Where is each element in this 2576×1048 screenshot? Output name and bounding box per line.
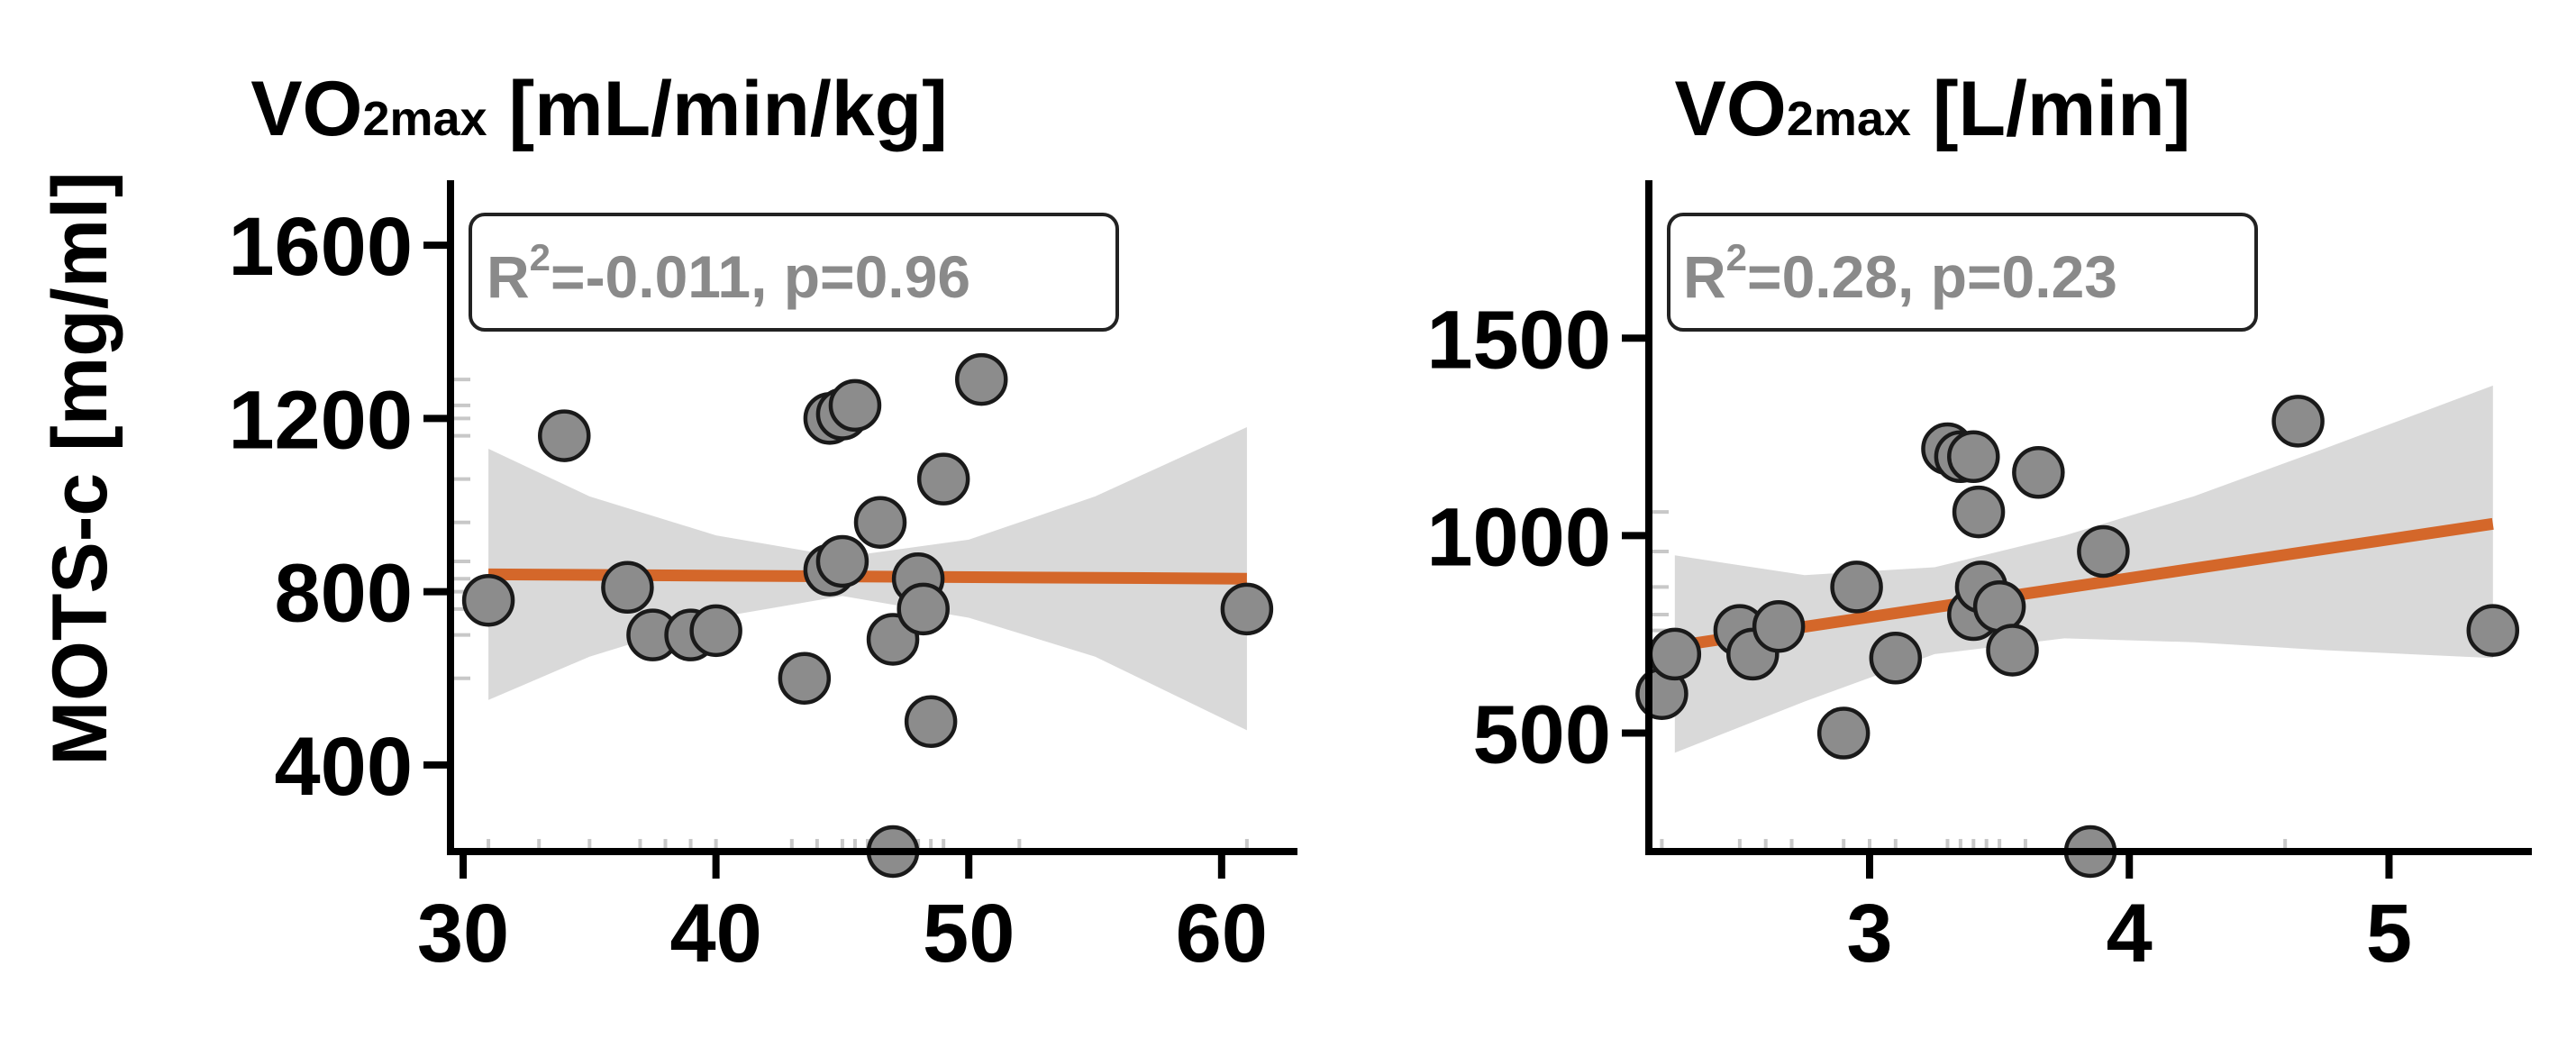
panel-vo2max-absolute: VO2max [L/min] 500 1000 1500 3 4 5 R2=0.28, p… <box>1426 66 2532 980</box>
panel-1-data-point <box>601 560 654 615</box>
panel-2-x-tick-label: 4 <box>2107 888 2153 980</box>
panel-1-data-point <box>538 409 591 462</box>
panel-2-data-point <box>1986 624 2039 677</box>
panel-2-fit-group <box>1673 517 2494 652</box>
panel-1-stats-frame <box>469 213 1119 332</box>
panel-2-data-point <box>2466 604 2520 657</box>
panel-1-data-point <box>897 582 950 636</box>
panel-1-title-sub: 2max <box>362 92 487 146</box>
panel-2-data-point <box>1648 627 1702 681</box>
panel-2-data-point <box>1816 706 1871 760</box>
panel-1-y-tick-label: 1200 <box>228 374 413 466</box>
panel-1-x-tick-label: 30 <box>417 888 509 980</box>
panel-2-x-tick-label: 3 <box>1846 888 1892 980</box>
panel-2-title-main: VO <box>1675 66 1787 152</box>
panel-2-stats-box: R2=0.28, p=0.23 <box>1667 213 2258 332</box>
panel-1-data-point <box>1220 582 1274 636</box>
panel-1-data-point <box>916 452 970 506</box>
panel-2-data-point <box>2012 446 2065 499</box>
panel-1-x-tick-label: 50 <box>923 888 1015 980</box>
panel-2-title-sub: 2max <box>1787 92 1911 146</box>
panel-1-x-tick-label: 60 <box>1176 888 1268 980</box>
panel-2-data-point <box>1952 485 2006 539</box>
panel-2-title: VO2max [L/min] <box>1675 66 2191 152</box>
y-axis-label: MOTS-c [mg/ml] <box>37 171 123 765</box>
panel-1-stats-text: R2=-0.011, p=0.96 <box>487 236 970 310</box>
panel-2-points-group <box>1635 395 2520 879</box>
panel-2-y-tick-label: 500 <box>1473 689 1612 781</box>
panel-2-stats-r: R <box>1683 243 1726 310</box>
panel-1-data-point <box>955 352 1008 406</box>
panel-1-y-tick-label: 400 <box>275 721 414 813</box>
panel-2-stats-sup: 2 <box>1726 236 1747 278</box>
panel-1-stats-sup: 2 <box>530 236 551 278</box>
panel-2-data-point <box>1752 599 1806 653</box>
panel-1-fit-line <box>488 568 1247 585</box>
panel-2-y-tick-label: 1000 <box>1426 491 1611 583</box>
panel-1-title: VO2max [mL/min/kg] <box>250 66 948 152</box>
panel-2-data-point <box>1947 430 2000 484</box>
panel-1-data-point <box>815 534 869 588</box>
panel-1-data-point <box>828 378 882 433</box>
panel-2-x-tick-label: 5 <box>2366 888 2412 980</box>
panel-1-title-rest: [mL/min/kg] <box>487 66 948 152</box>
panel-2-data-point <box>2271 395 2325 448</box>
panel-1-data-point <box>904 695 958 749</box>
panel-1-y-tick-label: 800 <box>275 548 414 640</box>
panel-2-axes-group: 500 1000 1500 3 4 5 <box>1426 180 2532 980</box>
panel-1-title-main: VO <box>250 66 362 152</box>
panel-vo2max-per-kg: VO2max [mL/min/kg] 400 800 1200 1600 30 40 50 6… <box>228 66 1297 980</box>
panel-1-x-tick-label: 40 <box>669 888 761 980</box>
panel-1-axes-group: 400 800 1200 1600 30 40 50 60 <box>228 180 1297 980</box>
panel-2-data-point <box>1972 580 2026 633</box>
panel-1-fit-group <box>488 568 1247 585</box>
panel-2-data-point <box>1869 632 1923 685</box>
panel-1-stats-r: R <box>487 243 530 310</box>
panel-1-data-point <box>689 604 742 658</box>
panel-1-y-tick-label: 1600 <box>228 201 413 293</box>
panel-1-stats-box: R2=-0.011, p=0.96 <box>469 213 1119 332</box>
panel-1-stats-values: =-0.011, p=0.96 <box>551 243 970 310</box>
panel-2-fit-line <box>1673 517 2494 652</box>
panel-1-data-point <box>778 652 832 705</box>
panel-1-data-point <box>461 573 515 627</box>
panel-2-title-rest: [L/min] <box>1911 66 2191 152</box>
panel-2-data-point <box>1830 560 1883 614</box>
panel-1-data-point <box>853 496 907 549</box>
panel-2-stats-text: R2=0.28, p=0.23 <box>1683 236 2117 310</box>
panel-2-stats-values: =0.28, p=0.23 <box>1747 243 2117 310</box>
panel-2-data-point <box>2077 524 2130 579</box>
panel-2-y-tick-label: 1500 <box>1426 294 1611 386</box>
panel-2-stats-frame <box>1667 213 2258 332</box>
